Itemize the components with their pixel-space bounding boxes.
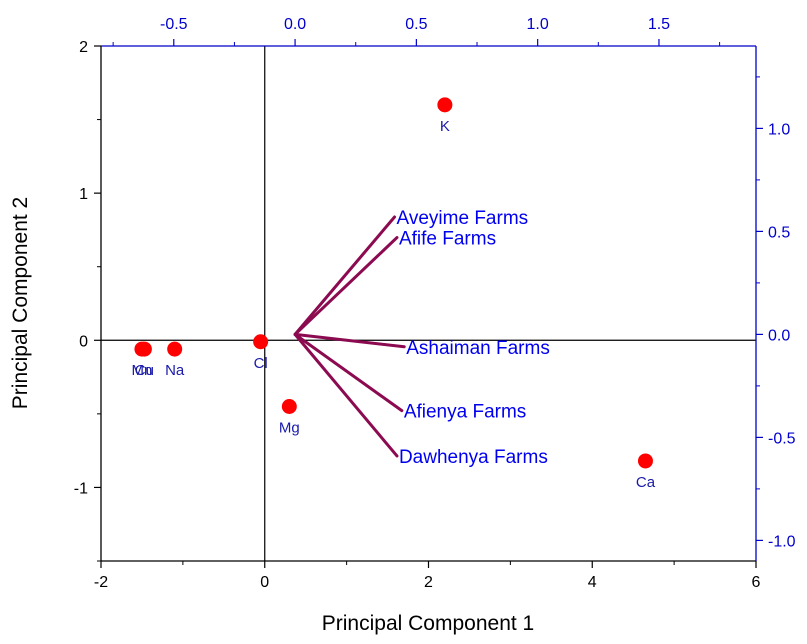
zero-lines: [101, 46, 756, 561]
right-y-tick-label: -0.5: [768, 430, 796, 447]
y-tick-label: 0: [79, 333, 88, 350]
score-point: [281, 399, 297, 414]
right-y-tick-label: 1.0: [768, 121, 790, 138]
top-x-tick-label: 0.5: [405, 16, 427, 33]
x-tick-label: -2: [94, 574, 108, 591]
x-axis-title: Principal Component 1: [322, 612, 534, 635]
score-point-label: Mn: [132, 362, 153, 379]
score-point-label: Ca: [636, 474, 656, 491]
x-tick-label: 2: [424, 574, 433, 591]
score-point: [253, 334, 269, 350]
score-point: [437, 97, 453, 113]
loading-vector-label: Dawhenya Farms: [399, 447, 548, 468]
y-tick-label: 2: [79, 39, 88, 56]
plot-background: [101, 46, 756, 561]
score-point-label: Cu: [135, 362, 154, 379]
top-x-tick-label: -0.5: [160, 16, 188, 33]
x-tick-label: 6: [752, 574, 761, 591]
score-point-label: Na: [165, 362, 185, 379]
top-x-tick-label: 1.5: [648, 16, 670, 33]
score-point-label: Mg: [279, 420, 300, 437]
right-y-tick-label: -1.0: [768, 533, 796, 550]
axis-ticks: -2 0 2 4 6 -1 0 1 2 -0.5 0.0 0.5 1.0 1.5 -1.0 -0.5 0.0 0.…: [74, 16, 796, 591]
score-point-label: K: [440, 118, 450, 135]
loading-vector: [293, 332, 406, 349]
right-y-tick-label: 0.5: [768, 224, 790, 241]
score-point-label: Cl: [254, 355, 268, 372]
score-point: [637, 453, 653, 469]
top-x-tick-label: 1.0: [527, 16, 549, 33]
score-point: [167, 341, 183, 357]
loading-vector: [293, 236, 399, 336]
y-tick-label: -1: [74, 480, 88, 497]
top-x-tick-label: 0.0: [284, 16, 306, 33]
y-axis-title: Principal Component 2: [9, 197, 32, 409]
loading-vector-label: Afife Farms: [399, 229, 496, 250]
loading-vector: [293, 332, 404, 413]
right-y-tick-label: 0.0: [768, 327, 790, 344]
y-tick-label: 1: [79, 186, 88, 203]
loading-vector-label: Ashaiman Farms: [406, 338, 550, 359]
loading-vector: [293, 215, 397, 336]
x-tick-label: 4: [588, 574, 597, 591]
loading-vector-label: Aveyime Farms: [397, 208, 529, 229]
x-tick-label: 0: [260, 574, 269, 591]
score-point: [134, 341, 150, 357]
loading-vector: [293, 332, 399, 458]
loading-vector-label: Afienya Farms: [404, 402, 526, 423]
